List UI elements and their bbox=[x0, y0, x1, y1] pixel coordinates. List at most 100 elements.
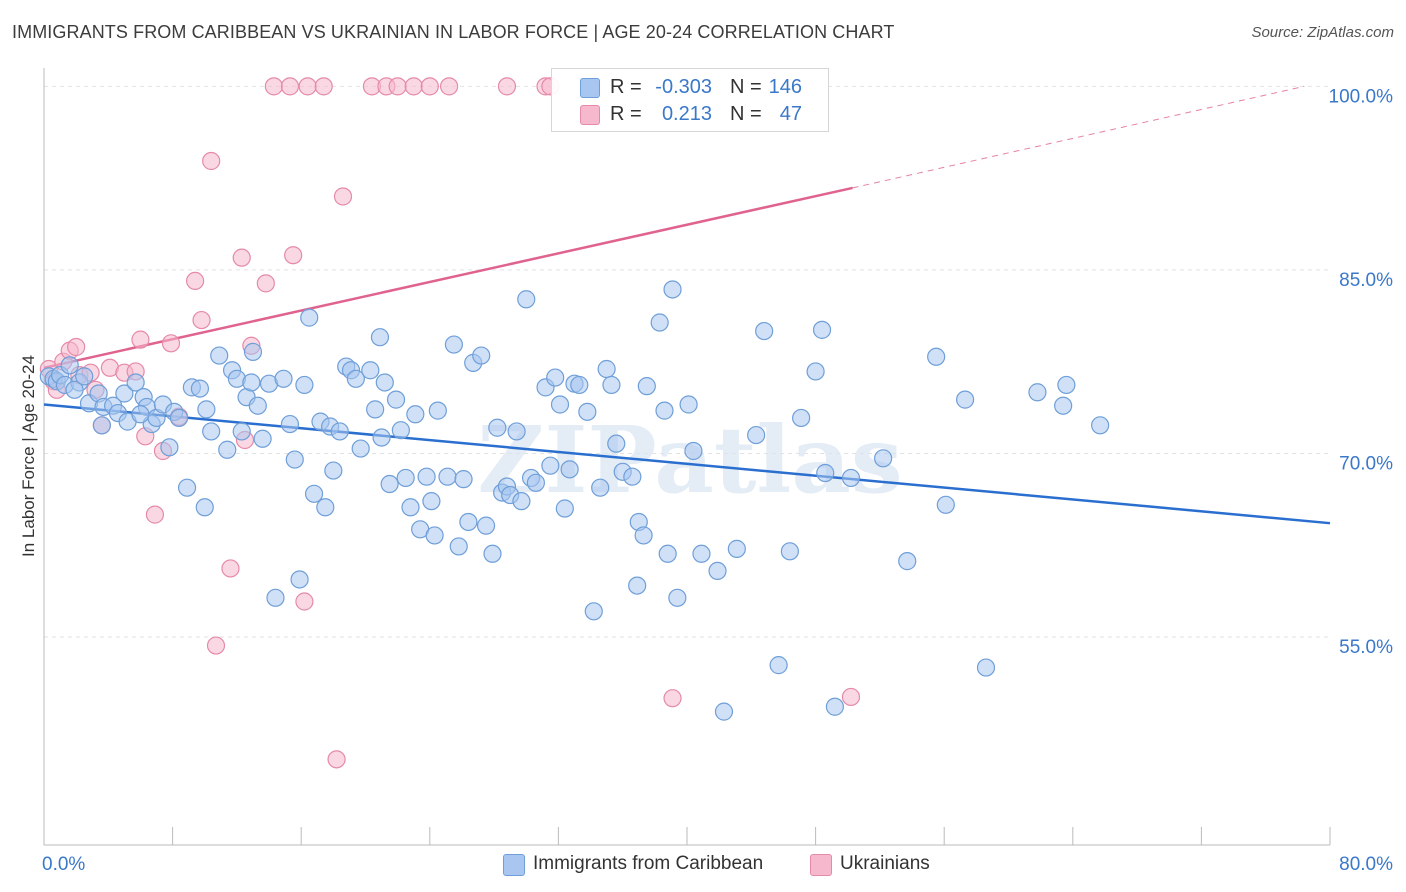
data-point-caribbean bbox=[1028, 383, 1047, 402]
legend-swatch-pink bbox=[810, 854, 832, 876]
y-axis-label: In Labor Force | Age 20-24 bbox=[19, 355, 38, 557]
data-point-caribbean bbox=[692, 544, 711, 563]
data-point-caribbean bbox=[708, 561, 727, 581]
data-point-caribbean bbox=[197, 400, 216, 419]
data-point-caribbean bbox=[976, 658, 996, 677]
data-point-caribbean bbox=[812, 320, 832, 339]
data-point-ukrainians bbox=[145, 505, 165, 524]
data-point-caribbean bbox=[366, 400, 385, 419]
chart-title: IMMIGRANTS FROM CARIBBEAN VS UKRAINIAN I… bbox=[12, 22, 895, 42]
data-point-caribbean bbox=[507, 422, 526, 441]
watermark: ZIPatlas bbox=[477, 406, 902, 514]
data-point-caribbean bbox=[755, 321, 774, 341]
data-point-ukrainians bbox=[284, 246, 303, 265]
data-point-caribbean bbox=[1091, 416, 1110, 435]
data-point-ukrainians bbox=[192, 310, 211, 330]
data-point-caribbean bbox=[526, 473, 545, 492]
data-point-caribbean bbox=[780, 542, 799, 561]
data-point-caribbean bbox=[727, 539, 746, 558]
data-point-ukrainians bbox=[404, 77, 423, 96]
data-point-ukrainians bbox=[221, 559, 240, 578]
legend-row-ukrainians: R = 0.213 N = 47 bbox=[552, 101, 828, 127]
data-point-caribbean bbox=[417, 467, 436, 486]
data-point-caribbean bbox=[375, 373, 394, 392]
data-point-caribbean bbox=[898, 552, 917, 571]
data-point-caribbean bbox=[517, 290, 536, 309]
data-point-caribbean bbox=[927, 347, 946, 366]
data-point-caribbean bbox=[684, 441, 703, 461]
data-point-caribbean bbox=[316, 498, 335, 517]
data-point-caribbean bbox=[60, 356, 79, 375]
data-point-caribbean bbox=[792, 408, 811, 428]
data-point-caribbean bbox=[459, 512, 478, 532]
trend-line-caribbean bbox=[43, 403, 1331, 525]
data-point-ukrainians bbox=[327, 750, 346, 769]
data-point-caribbean bbox=[584, 602, 603, 621]
data-point-caribbean bbox=[476, 516, 496, 535]
data-point-caribbean bbox=[428, 401, 447, 420]
y-tick-labels: 55.0% 70.0% 85.0% 100.0% bbox=[1329, 86, 1394, 658]
x-tick-label-max: 80.0% bbox=[1339, 854, 1393, 875]
data-point-caribbean bbox=[380, 474, 399, 494]
data-point-caribbean bbox=[324, 461, 343, 480]
data-point-caribbean bbox=[65, 380, 84, 399]
data-point-ukrainians bbox=[280, 77, 300, 96]
data-point-ukrainians bbox=[420, 77, 439, 96]
trend-line-ukrainians-extension bbox=[852, 85, 1305, 189]
data-point-caribbean bbox=[438, 467, 457, 486]
legend-n-value: 146 bbox=[768, 76, 802, 98]
data-point-caribbean bbox=[825, 697, 844, 716]
data-point-caribbean bbox=[242, 373, 261, 392]
data-point-caribbean bbox=[668, 588, 687, 607]
data-point-caribbean bbox=[769, 656, 788, 675]
data-point-caribbean bbox=[243, 342, 263, 361]
legend-r-value: 0.213 bbox=[661, 103, 712, 125]
data-point-caribbean bbox=[607, 434, 626, 453]
data-point-caribbean bbox=[386, 390, 406, 409]
legend-n-value: 47 bbox=[779, 103, 802, 125]
data-point-caribbean bbox=[115, 384, 134, 403]
data-point-caribbean bbox=[304, 484, 324, 503]
data-point-caribbean bbox=[210, 346, 229, 365]
data-point-caribbean bbox=[295, 375, 314, 395]
data-point-caribbean bbox=[560, 460, 579, 479]
legend-swatch-blue bbox=[503, 854, 525, 876]
data-point-caribbean bbox=[591, 478, 610, 497]
data-point-ukrainians bbox=[295, 592, 314, 611]
data-point-caribbean bbox=[570, 375, 589, 395]
data-point-caribbean bbox=[280, 414, 300, 434]
correlation-legend: R = -0.303 N = 146 R = 0.213 N = 47 bbox=[551, 68, 829, 132]
data-point-caribbean bbox=[714, 702, 734, 721]
data-point-caribbean bbox=[874, 449, 893, 468]
data-point-caribbean bbox=[361, 361, 380, 380]
data-point-caribbean bbox=[274, 369, 293, 388]
y-tick-label: 85.0% bbox=[1339, 270, 1393, 291]
data-point-caribbean bbox=[488, 418, 507, 437]
data-point-caribbean bbox=[650, 313, 669, 332]
data-point-caribbean bbox=[449, 537, 468, 556]
trend-lines bbox=[43, 85, 1331, 525]
legend-r-label: R = bbox=[610, 76, 642, 98]
data-point-caribbean bbox=[285, 450, 304, 469]
data-point-ukrainians bbox=[206, 636, 226, 655]
data-point-caribbean bbox=[679, 395, 698, 414]
data-point-caribbean bbox=[232, 422, 251, 441]
data-point-caribbean bbox=[444, 335, 464, 354]
data-point-ukrainians bbox=[131, 330, 150, 349]
data-point-caribbean bbox=[401, 498, 420, 517]
data-point-caribbean bbox=[1054, 396, 1073, 415]
data-point-ukrainians bbox=[333, 187, 353, 206]
x-tick-label-min: 0.0% bbox=[42, 854, 85, 875]
legend-swatch-blue bbox=[580, 78, 600, 98]
grid-lines bbox=[44, 85, 1330, 638]
legend-label-ukrainians: Ukrainians bbox=[840, 853, 930, 874]
data-point-ukrainians bbox=[264, 77, 283, 96]
data-point-caribbean bbox=[637, 377, 656, 396]
data-point-caribbean bbox=[634, 526, 653, 545]
data-point-caribbean bbox=[370, 328, 390, 347]
data-point-ukrainians bbox=[663, 689, 682, 708]
data-point-ukrainians bbox=[161, 334, 181, 353]
data-point-caribbean bbox=[955, 390, 975, 409]
data-point-caribbean bbox=[422, 492, 441, 511]
